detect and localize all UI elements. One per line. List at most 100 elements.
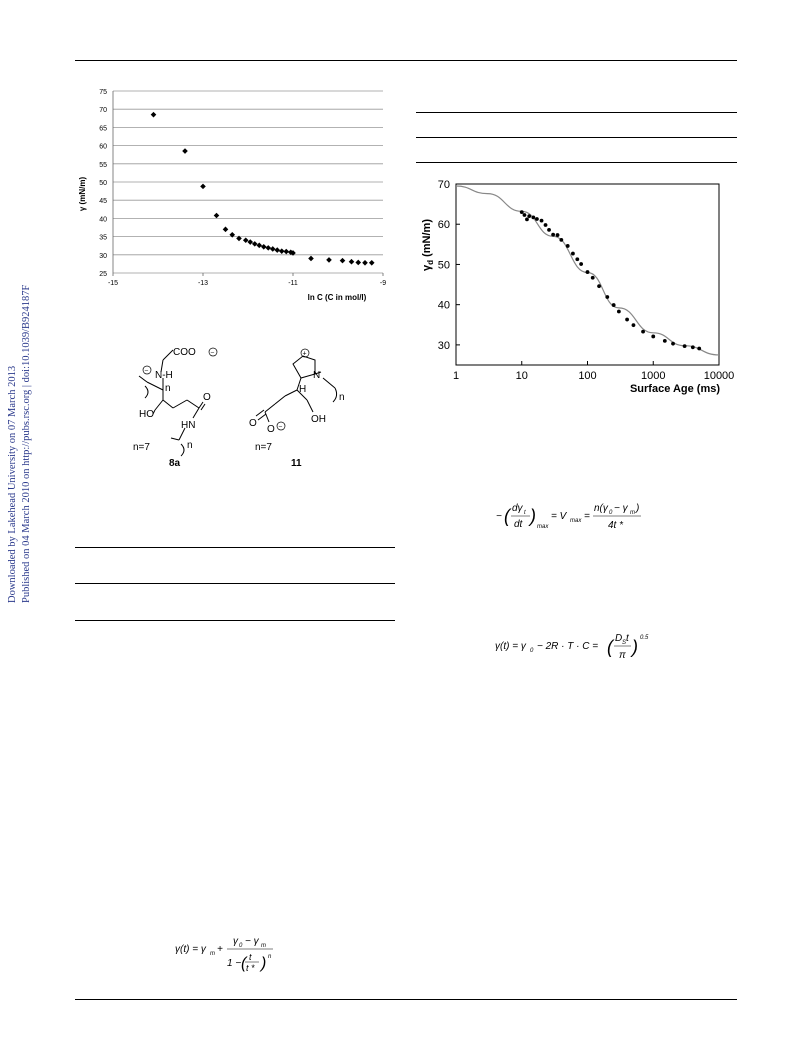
ammonium-h: H xyxy=(299,384,306,395)
data-point xyxy=(525,217,529,222)
carbonyl-o: O xyxy=(203,392,211,403)
table-rule xyxy=(416,112,737,113)
svg-text:–: – xyxy=(279,424,283,430)
chart1-xlabel: ln C (C in mol/l) xyxy=(308,293,367,302)
data-point xyxy=(527,214,532,219)
data-point xyxy=(348,258,355,265)
published-line: Published on 04 March 2010 on http://pub… xyxy=(21,284,32,603)
amine-nh: N-H xyxy=(155,370,173,381)
data-point xyxy=(671,341,675,346)
data-point xyxy=(256,242,263,249)
svg-text:m: m xyxy=(210,951,215,957)
carboxylate-o: O xyxy=(267,424,275,435)
data-point xyxy=(590,275,595,280)
svg-text:(: ( xyxy=(607,637,615,657)
coo-group: COO xyxy=(173,347,196,358)
svg-text:− γ: − γ xyxy=(614,503,629,514)
x-tick-label: -13 xyxy=(198,280,208,287)
amide-hn: HN xyxy=(181,420,195,431)
svg-text:D: D xyxy=(615,633,622,644)
x-tick-label: -9 xyxy=(380,280,386,287)
table-rule xyxy=(75,583,395,584)
svg-text:0: 0 xyxy=(239,943,243,949)
data-point xyxy=(605,295,610,299)
data-point xyxy=(362,260,368,266)
svg-text:(: ( xyxy=(504,506,512,526)
table-rule xyxy=(416,137,737,138)
svg-text:): ) xyxy=(259,955,266,972)
chart2-ylabel: γd (mN/m) xyxy=(421,219,435,271)
svg-text:= V: = V xyxy=(551,511,568,522)
table-rule xyxy=(75,620,395,621)
x-tick-label: -11 xyxy=(288,280,298,287)
data-point xyxy=(555,233,560,237)
y-tick-label: 25 xyxy=(99,271,107,278)
data-point xyxy=(539,218,544,223)
data-point xyxy=(625,317,629,322)
data-point xyxy=(247,239,254,245)
data-point xyxy=(182,148,188,154)
data-point xyxy=(236,235,242,242)
data-point xyxy=(290,250,296,256)
hydroxyl-ho: HO xyxy=(139,409,154,420)
data-point xyxy=(543,223,548,227)
data-point xyxy=(251,241,258,247)
x-tick-label: 1 xyxy=(453,370,459,382)
chain-length-left: n=7 xyxy=(133,442,150,453)
data-point xyxy=(662,338,667,343)
svg-text:): ) xyxy=(528,506,536,526)
data-point xyxy=(559,238,564,242)
y-tick-label: 75 xyxy=(99,89,107,96)
y-tick-label: 70 xyxy=(438,179,450,191)
svg-text:): ) xyxy=(630,637,638,657)
y-tick-label: 30 xyxy=(438,340,450,352)
y-tick-label: 60 xyxy=(438,219,450,231)
svg-text:− γ: − γ xyxy=(245,936,260,947)
data-point xyxy=(260,243,267,250)
data-point xyxy=(522,213,527,217)
svg-text:t: t xyxy=(626,633,630,644)
y-tick-label: 55 xyxy=(99,162,107,169)
data-point xyxy=(222,226,229,233)
data-point xyxy=(355,259,362,266)
x-tick-label: -15 xyxy=(108,280,118,287)
y-tick-label: 45 xyxy=(99,198,107,205)
compound-label-8a: 8a xyxy=(169,458,181,469)
data-point xyxy=(274,247,281,253)
footer-rule xyxy=(75,999,737,1000)
y-tick-label: 70 xyxy=(99,107,107,114)
data-point xyxy=(631,323,636,328)
data-point xyxy=(283,248,290,255)
y-tick-label: 60 xyxy=(99,144,107,151)
svg-text:dt: dt xyxy=(514,519,524,530)
y-tick-label: 40 xyxy=(99,216,107,223)
svg-text:t: t xyxy=(524,510,526,516)
data-point xyxy=(368,260,375,266)
plot-frame xyxy=(455,183,720,366)
svg-text:dγ: dγ xyxy=(512,503,524,514)
svg-text:t: t xyxy=(249,952,252,962)
data-point xyxy=(278,248,285,254)
x-tick-label: 10000 xyxy=(704,370,735,382)
data-point xyxy=(575,257,580,262)
svg-text:γ(t) = γ: γ(t) = γ xyxy=(175,944,207,955)
data-point xyxy=(265,245,272,251)
chart2-ylabel-symbol: γ xyxy=(421,264,433,271)
svg-text:S: S xyxy=(622,640,626,646)
svg-text:m: m xyxy=(630,510,635,516)
chart2-xlabel: Surface Age (ms) xyxy=(630,383,720,395)
download-line: Downloaded by Lakehead University on 07 … xyxy=(7,366,18,603)
data-point xyxy=(213,212,220,219)
svg-text:n: n xyxy=(268,954,272,960)
data-point xyxy=(339,257,346,264)
data-point xyxy=(547,227,551,232)
x-tick-label: 10 xyxy=(516,370,528,382)
subscript-n: n xyxy=(339,392,345,403)
data-point xyxy=(611,303,616,307)
svg-text:=: = xyxy=(584,511,590,522)
download-notice: Downloaded by Lakehead University on 07 … xyxy=(3,275,43,605)
data-point xyxy=(597,284,601,289)
svg-text:1 −: 1 − xyxy=(227,958,241,969)
svg-text:): ) xyxy=(635,503,639,514)
